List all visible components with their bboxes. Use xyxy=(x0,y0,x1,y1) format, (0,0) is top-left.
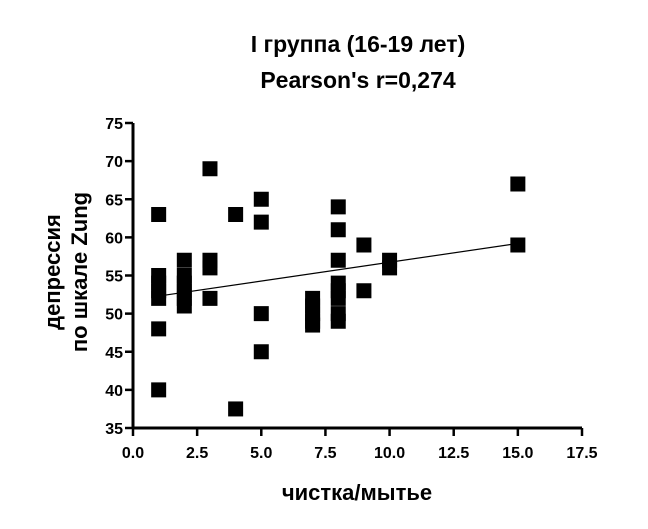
x-tick-label: 17.5 xyxy=(566,445,597,462)
x-tick-label: 0.0 xyxy=(122,445,144,462)
regression-line-group xyxy=(158,242,518,297)
y-axis-label-line-2: по шкале Zung xyxy=(67,192,92,352)
data-point xyxy=(253,214,269,230)
data-point xyxy=(202,161,218,177)
x-tick-label: 15.0 xyxy=(502,445,533,462)
x-tick-label: 5.0 xyxy=(250,445,272,462)
data-point xyxy=(228,401,244,417)
y-tick-label: 35 xyxy=(105,421,123,438)
x-tick-label: 10.0 xyxy=(374,445,405,462)
chart-title: I группа (16-19 лет) xyxy=(251,31,465,57)
data-point xyxy=(176,298,192,314)
y-tick-label: 50 xyxy=(105,307,123,324)
data-point xyxy=(151,290,167,306)
y-tick-label: 65 xyxy=(105,192,123,209)
data-point xyxy=(305,317,321,333)
x-axis-label: чистка/мытье xyxy=(282,480,432,505)
y-tick-label: 70 xyxy=(105,154,123,171)
x-tick-label: 2.5 xyxy=(186,445,208,462)
x-tick-label: 7.5 xyxy=(314,445,336,462)
y-tick-label: 45 xyxy=(105,345,123,362)
data-point xyxy=(382,260,398,276)
data-point xyxy=(356,283,372,299)
data-point xyxy=(330,199,346,215)
data-point xyxy=(176,252,192,268)
y-axis-title: депрессия по шкале Zung xyxy=(40,192,92,352)
data-point xyxy=(510,237,526,253)
data-point xyxy=(151,321,167,337)
data-point xyxy=(228,207,244,222)
data-point xyxy=(202,290,218,306)
chart-subtitle: Pearson's r=0,274 xyxy=(260,67,456,93)
data-point xyxy=(330,222,346,238)
data-point xyxy=(253,306,269,322)
data-point xyxy=(253,344,269,360)
data-point xyxy=(330,290,346,306)
data-points xyxy=(151,161,526,417)
regression-line xyxy=(158,242,518,297)
data-point xyxy=(330,313,346,329)
y-tick-label: 55 xyxy=(105,269,123,286)
x-tick-label: 12.5 xyxy=(438,445,469,462)
data-point xyxy=(202,260,218,276)
y-tick-label: 60 xyxy=(105,230,123,247)
data-point xyxy=(151,382,167,398)
data-point xyxy=(330,252,346,268)
data-point xyxy=(151,207,167,222)
y-tick-label: 40 xyxy=(105,383,123,400)
y-tick-label: 75 xyxy=(105,116,123,133)
y-axis-label-line-1: депрессия xyxy=(40,214,65,330)
data-point xyxy=(510,176,526,192)
data-point xyxy=(356,237,372,253)
axis-ticks: 0.0 2.5 5.0 7.5 10.0 12.5 15.0 17.5 35 40 45 50 55 60… xyxy=(105,116,597,462)
data-point xyxy=(253,191,269,207)
